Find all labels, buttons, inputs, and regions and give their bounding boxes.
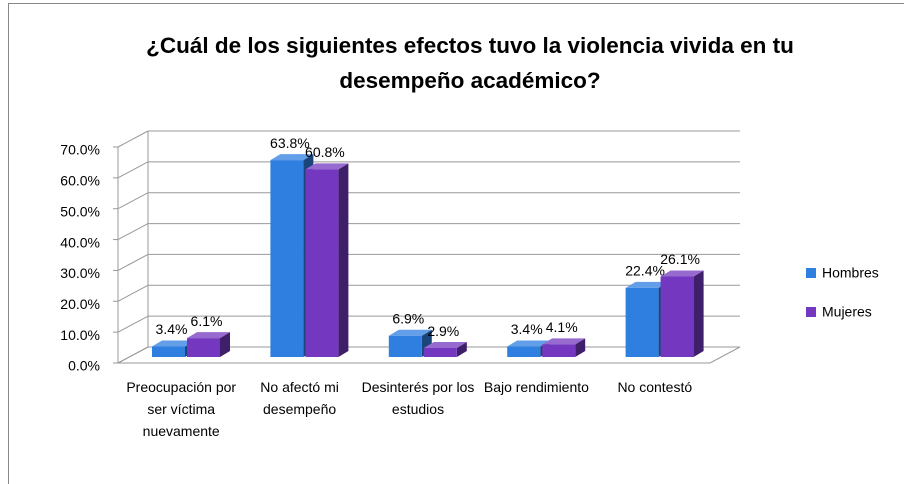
x-tick-label: Preocupación por ser víctima nuevamente (126, 379, 237, 439)
bar-front (388, 335, 422, 357)
y-tick-label: 20.0% (60, 296, 100, 312)
value-label: 3.4% (511, 321, 543, 337)
bar-top (423, 342, 467, 349)
bar-front (305, 169, 339, 357)
chart-border (8, 3, 904, 484)
legend-swatch (806, 268, 816, 278)
y-tick-label: 30.0% (60, 265, 100, 281)
y-tick-label: 70.0% (60, 142, 100, 158)
grid-line (117, 192, 149, 210)
value-label: 26.1% (660, 251, 700, 267)
grid-line (117, 253, 149, 271)
legend-label: Mujeres (822, 304, 872, 320)
bar-front (542, 344, 576, 357)
bar (187, 332, 230, 357)
y-tick-label: 40.0% (60, 234, 100, 250)
value-label: 63.8% (270, 135, 310, 151)
bar-top (660, 270, 704, 277)
grid-line (117, 223, 149, 241)
bar-front (423, 348, 457, 357)
bar-side (220, 332, 230, 357)
y-tick-label: 50.0% (60, 203, 100, 219)
y-tick-label: 10.0% (60, 327, 100, 343)
bar (423, 342, 467, 357)
bar-front (625, 287, 659, 357)
bar-top (625, 281, 669, 288)
bar-top (152, 340, 195, 347)
bar-side (575, 338, 586, 357)
bar (660, 270, 704, 357)
x-tick-label: Desinterés por los estudios (361, 379, 475, 417)
bar-front (187, 338, 220, 357)
bar-top (507, 340, 551, 347)
bar-top (388, 329, 432, 336)
chart-title: ¿Cuál de los siguientes efectos tuvo la … (146, 33, 794, 93)
grid-line (117, 130, 149, 148)
value-label: 4.1% (546, 319, 578, 335)
bar (305, 163, 349, 357)
bar-front (660, 276, 694, 357)
bar (542, 338, 586, 357)
bar-side (456, 342, 467, 357)
grid-line (117, 161, 149, 179)
x-tick-label: No afectó mi desempeño (260, 379, 339, 417)
y-tick-label: 60.0% (60, 173, 100, 189)
x-tick-label: No contestó (617, 379, 693, 395)
value-label: 6.1% (191, 313, 223, 329)
x-tick-label: Bajo rendimiento (483, 379, 589, 395)
bar (152, 340, 195, 357)
bar-top (187, 332, 230, 339)
bar-front (507, 346, 541, 357)
bar-side (693, 270, 704, 357)
bar-top (305, 163, 349, 170)
legend-swatch (806, 307, 816, 317)
value-label: 60.8% (305, 144, 345, 160)
bar-front (152, 346, 185, 357)
value-label: 3.4% (156, 321, 188, 337)
grid-line (117, 284, 149, 302)
y-tick-label: 0.0% (68, 358, 100, 374)
bar-front (270, 160, 304, 357)
bar-side (338, 163, 349, 357)
grid-line (117, 315, 149, 333)
bar-top (270, 154, 314, 161)
legend-label: Hombres (822, 265, 879, 281)
value-label: 2.9% (427, 323, 459, 339)
value-label: 22.4% (625, 263, 665, 279)
value-label: 6.9% (392, 310, 424, 326)
bar-top (542, 338, 586, 345)
grid-line (117, 346, 149, 364)
